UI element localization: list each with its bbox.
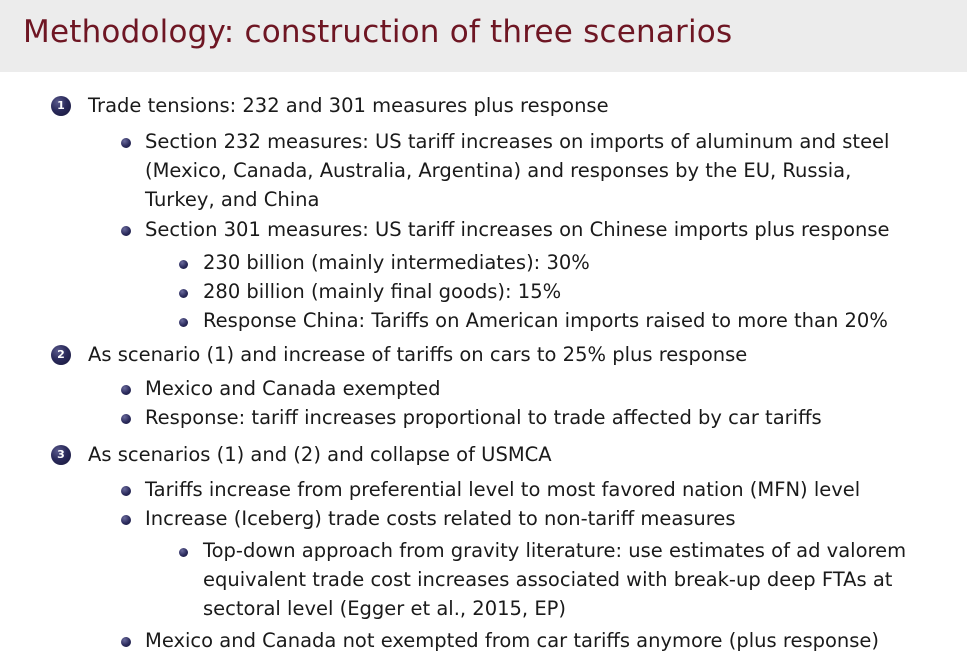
item-1-text: Trade tensions: 232 and 301 measures plu… [88, 94, 609, 117]
title-bar: Methodology: construction of three scena… [0, 0, 967, 72]
enum-marker-2: 2 [51, 345, 71, 365]
item-1-sub-2-sub-2: 280 billion (mainly final goods): 15% [203, 280, 562, 303]
sub-bullet-icon [179, 289, 188, 298]
item-1-sub-2-sub-1: 230 billion (mainly intermediates): 30% [203, 251, 590, 274]
item-1-sub-1-line-2: (Mexico, Canada, Australia, Argentina) a… [145, 159, 852, 182]
bullet-icon [121, 486, 131, 496]
bullet-icon [121, 138, 131, 148]
item-3-sub-2-sub-1-line-1: Top-down approach from gravity literatur… [203, 539, 907, 562]
item-2-text: As scenario (1) and increase of tariffs … [88, 343, 748, 366]
bullet-icon [121, 226, 131, 236]
item-1-sub-1-line-3: Turkey, and China [145, 188, 320, 211]
item-2-sub-1: Mexico and Canada exempted [145, 377, 441, 400]
bullet-icon [121, 515, 131, 525]
item-3-sub-2: Increase (Iceberg) trade costs related t… [145, 507, 736, 530]
sub-bullet-icon [179, 260, 188, 269]
slide-title: Methodology: construction of three scena… [23, 14, 733, 50]
enum-marker-1: 1 [51, 96, 71, 116]
enum-marker-3: 3 [51, 445, 71, 465]
item-3-text: As scenarios (1) and (2) and collapse of… [88, 443, 552, 466]
sub-bullet-icon [179, 548, 188, 557]
item-2-sub-2: Response: tariff increases proportional … [145, 406, 822, 429]
item-1-sub-2-sub-3: Response China: Tariffs on American impo… [203, 309, 888, 332]
bullet-icon [121, 385, 131, 395]
item-3-sub-3: Mexico and Canada not exempted from car … [145, 629, 880, 652]
sub-bullet-icon [179, 318, 188, 327]
item-3-sub-1: Tariffs increase from preferential level… [145, 478, 861, 501]
bullet-icon [121, 637, 131, 647]
item-3-sub-2-sub-1-line-2: equivalent trade cost increases associat… [203, 568, 893, 591]
item-1-sub-1-line-1: Section 232 measures: US tariff increase… [145, 130, 890, 153]
item-3-sub-2-sub-1-line-3: sectoral level (Egger et al., 2015, EP) [203, 597, 567, 620]
bullet-icon [121, 414, 131, 424]
item-1-sub-2-line-1: Section 301 measures: US tariff increase… [145, 218, 890, 241]
